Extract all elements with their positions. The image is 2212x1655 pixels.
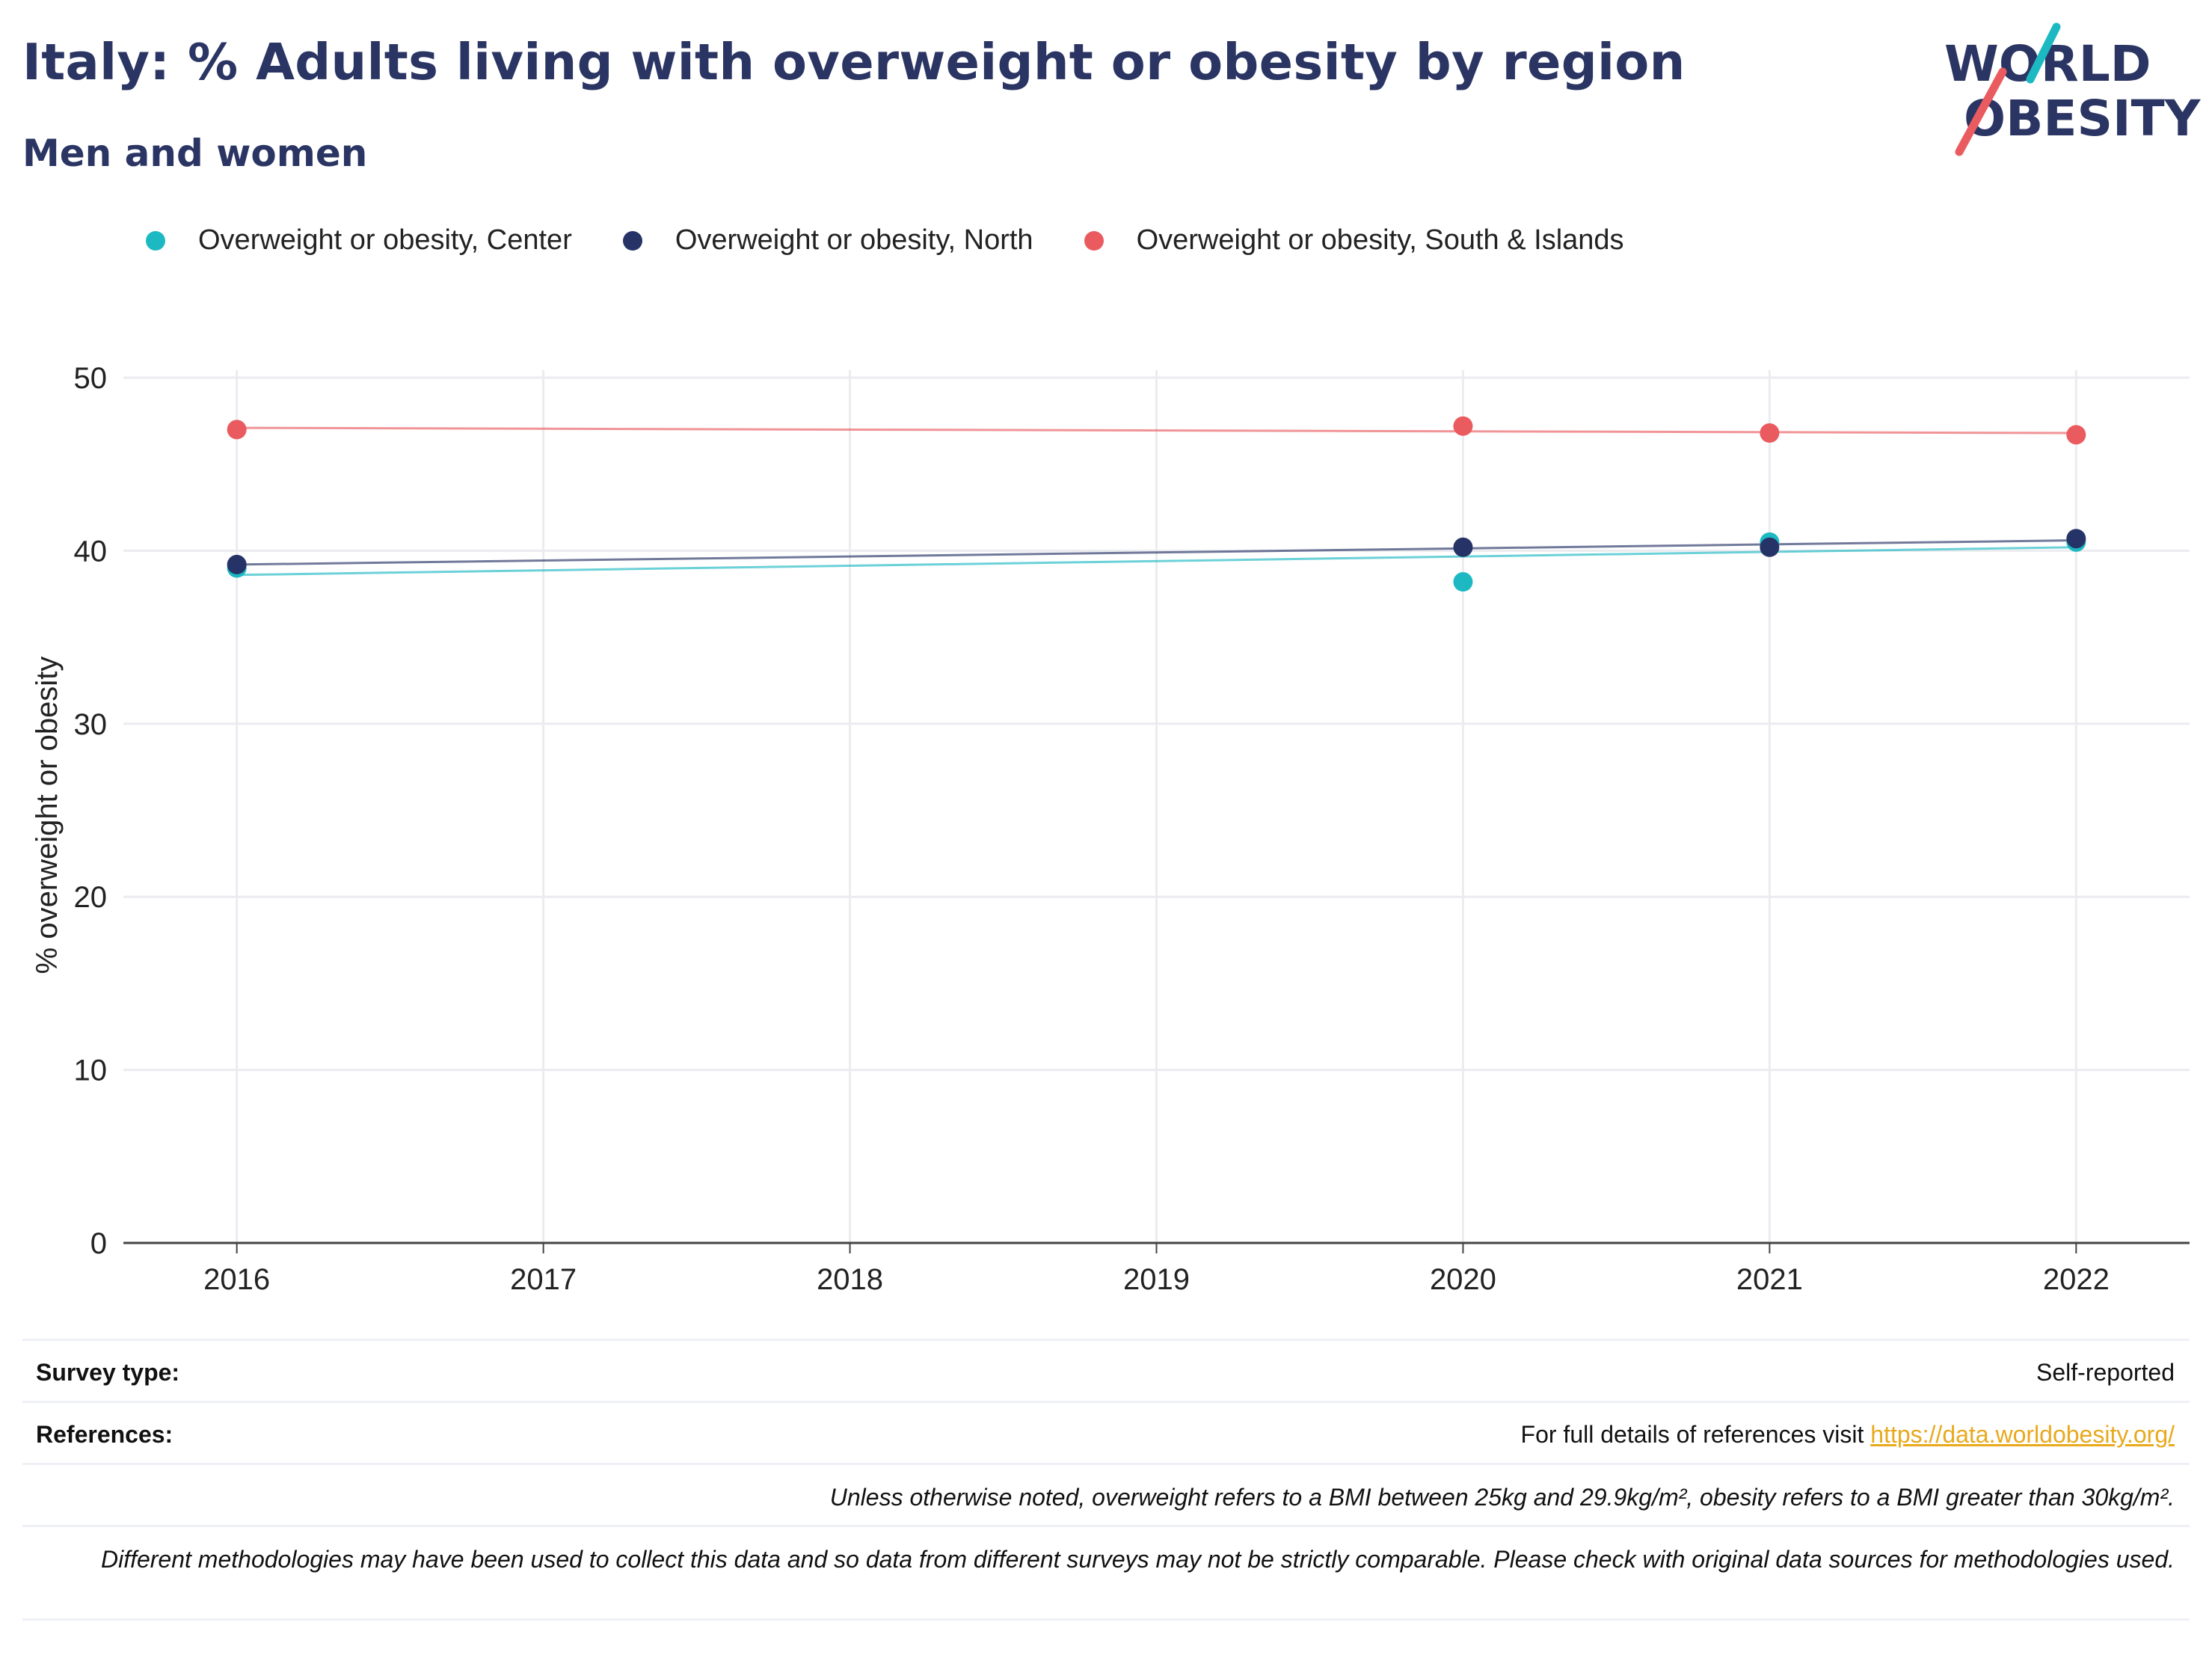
x-tick-label: 2018: [817, 1263, 883, 1296]
legend-marker-center: [146, 230, 165, 251]
data-point-series-0[interactable]: [1453, 572, 1473, 592]
data-point-series-1[interactable]: [2066, 529, 2086, 549]
references-label: References:: [36, 1421, 173, 1448]
footer-survey-row: Survey type: Self-reported: [22, 1339, 2190, 1401]
legend-marker-north: [622, 230, 642, 251]
y-tick-label: 50: [74, 362, 108, 395]
y-tick-label: 10: [74, 1054, 108, 1087]
data-point-series-2[interactable]: [227, 420, 247, 440]
y-tick-label: 20: [74, 881, 108, 914]
chart-legend: Overweight or obesity, Center Overweight…: [146, 224, 1675, 257]
logo-slash-red: [1955, 67, 2007, 156]
data-point-series-1[interactable]: [1760, 537, 1780, 557]
x-tick-label: 2019: [1123, 1263, 1190, 1296]
x-tick-label: 2020: [1430, 1263, 1496, 1296]
data-point-series-2[interactable]: [2066, 425, 2086, 445]
data-point-series-2[interactable]: [1760, 423, 1780, 443]
footer-methodology-row: Different methodologies may have been us…: [22, 1525, 2190, 1621]
y-tick-label: 30: [74, 708, 108, 741]
logo-slash-teal: [2026, 22, 2061, 84]
references-link[interactable]: https://data.worldobesity.org/: [1870, 1421, 2175, 1448]
survey-type-label: Survey type:: [36, 1359, 180, 1386]
x-tick-label: 2016: [203, 1263, 270, 1296]
data-point-series-1[interactable]: [227, 554, 247, 574]
legend-label-south-islands: Overweight or obesity, South & Islands: [1136, 224, 1624, 256]
methodology-note: Different methodologies may have been us…: [100, 1546, 2175, 1573]
data-point-series-2[interactable]: [1453, 416, 1473, 436]
references-value: For full details of references visit htt…: [1521, 1421, 2175, 1449]
legend-marker-south-islands: [1084, 230, 1104, 251]
x-tick-label: 2017: [510, 1263, 577, 1296]
bmi-definition-note: Unless otherwise noted, overweight refer…: [829, 1484, 2175, 1511]
y-axis-label: % overweight or obesity: [31, 657, 64, 974]
references-text: For full details of references visit: [1520, 1421, 1871, 1448]
chart-title: Italy: % Adults living with overweight o…: [22, 33, 1686, 91]
y-tick-label: 0: [90, 1227, 107, 1260]
x-tick-label: 2021: [1736, 1263, 1803, 1296]
x-tick-label: 2022: [2043, 1263, 2110, 1296]
y-tick-label: 40: [74, 535, 108, 568]
chart-grid: [123, 370, 2190, 1243]
legend-item-center[interactable]: Overweight or obesity, Center: [146, 224, 572, 257]
legend-item-north[interactable]: Overweight or obesity, North: [622, 224, 1033, 257]
chart-footer: Survey type: Self-reported References: F…: [22, 1339, 2190, 1621]
world-obesity-logo-mark: WORLD OBESITY: [1944, 22, 2202, 156]
legend-label-center: Overweight or obesity, Center: [198, 224, 572, 256]
logo-text-obesity: OBESITY: [1964, 90, 2202, 147]
data-points: [227, 416, 2086, 592]
world-obesity-logo: WORLD OBESITY: [1944, 21, 2202, 163]
chart-axes: 0 10 20 30 40 50 2016 2017 2018 2019 2020 2021 2022: [74, 362, 2190, 1296]
legend-item-south-islands[interactable]: Overweight or obesity, South & Islands: [1084, 224, 1624, 257]
chart-subtitle: Men and women: [22, 132, 368, 175]
survey-type-value: Self-reported: [2036, 1359, 2175, 1386]
data-point-series-1[interactable]: [1453, 537, 1473, 557]
legend-label-north: Overweight or obesity, North: [675, 224, 1033, 256]
footer-bmi-note-row: Unless otherwise noted, overweight refer…: [22, 1463, 2190, 1525]
footer-references-row: References: For full details of referenc…: [22, 1401, 2190, 1463]
